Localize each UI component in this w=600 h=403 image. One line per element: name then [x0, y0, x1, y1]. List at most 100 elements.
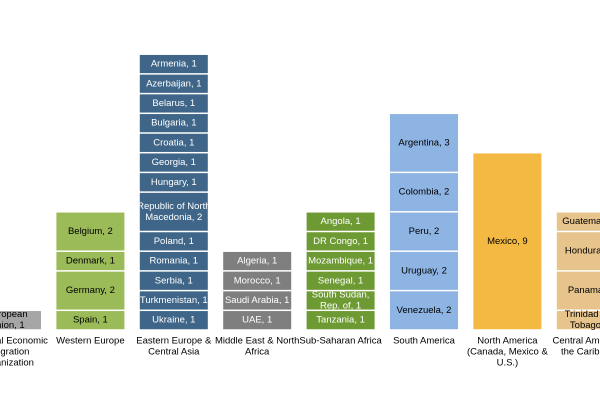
category-label: Africa — [245, 347, 270, 358]
bar-segment — [56, 271, 125, 310]
segment-label: Senegal, 1 — [318, 275, 363, 286]
bar-segment — [56, 251, 125, 271]
bar-segment — [390, 114, 458, 172]
category-column: UAE, 1 Saudi Arabia, 1 Morocco, 1 Algeria, … — [223, 251, 292, 330]
bar-segment — [139, 311, 208, 330]
category-label: Organization — [0, 358, 34, 369]
segment-label: Ukraine, 1 — [152, 315, 195, 326]
bar-segment — [223, 251, 292, 271]
segment-label: Romania, 1 — [150, 256, 199, 267]
segment-label: Saudi Arabia, 1 — [225, 295, 289, 306]
segment-label: Macedonia, 2 — [145, 212, 202, 223]
segment-label: Panama, 2 — [568, 285, 600, 296]
bar-segment — [556, 232, 600, 271]
bar-segment — [56, 311, 125, 330]
category-column: EuropeanUnion, 1 — [0, 309, 41, 331]
category-column: Ukraine, 1 Turkmenistan, 1 Serbia, 1 Romani… — [137, 54, 211, 330]
segment-label: Denmark, 1 — [66, 256, 115, 267]
category-label: Central Asia — [148, 347, 200, 358]
bar-segment — [473, 153, 542, 330]
bar-segment — [139, 94, 208, 113]
category-label: South America — [393, 336, 455, 347]
category-column: Spain, 1 Germany, 2 Denmark, 1 Belgium, 2 — [56, 212, 125, 330]
segment-label: Spain, 1 — [73, 315, 108, 326]
segment-label: Serbia, 1 — [155, 275, 193, 286]
bar-segment — [139, 232, 208, 251]
bar-segment — [556, 212, 600, 231]
segment-label: Bulgaria, 1 — [151, 118, 196, 129]
bar-segment — [556, 271, 600, 310]
segment-label: Honduras, 2 — [565, 246, 600, 257]
segment-label: Union, 1 — [0, 320, 25, 331]
bar-segment — [139, 251, 208, 271]
segment-label: Poland, 1 — [154, 236, 194, 247]
segment-label: Armenia, 1 — [151, 59, 197, 70]
bar-segment — [306, 271, 375, 290]
bars-layer: EuropeanUnion, 1 Spain, 1 Germany, 2 Denmar… — [0, 54, 600, 331]
bar-segment — [390, 173, 458, 212]
category-labels-layer: Regional EconomicIntegrationOrganization… — [0, 336, 600, 369]
bar-segment — [223, 311, 292, 330]
segment-label: Colombia, 2 — [399, 187, 450, 198]
segment-label: Venezuela, 2 — [397, 305, 452, 316]
category-label: Central America & — [553, 336, 600, 347]
category-column: Tanzania, 1 South Sudan,Rep. of, 1 Senegal… — [306, 212, 375, 330]
segment-label: Argentina, 3 — [398, 137, 449, 148]
category-column: Trinidad andTobago, 1 Panama, 2 Honduras, … — [556, 212, 600, 331]
category-column: Mexico, 9 — [473, 153, 542, 330]
category-label: Eastern Europe & — [136, 336, 212, 347]
bar-segment — [139, 153, 208, 172]
bar-segment — [139, 173, 208, 192]
segment-label: Tanzania, 1 — [316, 315, 365, 326]
segment-label: Georgia, 1 — [152, 157, 196, 168]
segment-label: Croatia, 1 — [153, 137, 194, 148]
segment-label: Turkmenistan, 1 — [140, 295, 208, 306]
segment-label: Trinidad and — [565, 309, 600, 320]
bar-segment — [306, 251, 375, 271]
segment-label: Rep. of, 1 — [320, 300, 361, 311]
bar-segment — [56, 212, 125, 251]
bar-segment — [306, 212, 375, 231]
bar-segment — [390, 212, 458, 251]
segment-label: Morocco, 1 — [234, 275, 281, 286]
segment-label: Hungary, 1 — [151, 177, 197, 188]
bar-segment — [139, 192, 208, 231]
category-label: the Caribbean — [561, 347, 600, 358]
bar-segment — [390, 291, 458, 330]
bar-segment — [556, 311, 600, 330]
bar-segment — [223, 291, 292, 310]
segment-label: Belarus, 1 — [152, 98, 195, 109]
segment-label: European — [0, 309, 28, 320]
segment-label: Tobago, 1 — [570, 320, 600, 331]
bar-segment — [139, 291, 208, 310]
category-column: Venezuela, 2 Uruguay, 2 Peru, 2 Colombia, 2… — [390, 114, 458, 330]
segment-label: Republic of North — [137, 201, 210, 212]
category-label: Middle East & North — [215, 336, 299, 347]
segment-label: UAE, 1 — [242, 315, 272, 326]
bar-segment — [139, 54, 208, 74]
bar-segment — [0, 311, 41, 330]
category-label: Western Europe — [56, 336, 124, 347]
bar-segment — [139, 271, 208, 290]
bar-segment — [223, 271, 292, 290]
segment-label: Angola, 1 — [321, 216, 361, 227]
segment-label: Mozambique, 1 — [308, 256, 373, 267]
bar-segment — [139, 74, 208, 93]
segment-label: Peru, 2 — [409, 226, 440, 237]
segment-label: Germany, 2 — [66, 285, 115, 296]
bar-segment — [139, 133, 208, 152]
bar-segment — [139, 114, 208, 133]
segment-label: Mexico, 9 — [487, 236, 528, 247]
segment-label: Belgium, 2 — [68, 226, 113, 237]
category-label: North America — [477, 336, 538, 347]
segment-label: Uruguay, 2 — [401, 265, 447, 276]
bar-segment — [306, 311, 375, 330]
category-label: U.S.) — [497, 358, 519, 369]
segment-label: Algeria, 1 — [237, 256, 277, 267]
category-label: Integration — [0, 347, 29, 358]
category-label: Regional Economic — [0, 336, 48, 347]
segment-label: DR Congo, 1 — [313, 236, 368, 247]
bar-segment — [306, 291, 375, 310]
segment-label: Azerbaijan, 1 — [146, 78, 201, 89]
